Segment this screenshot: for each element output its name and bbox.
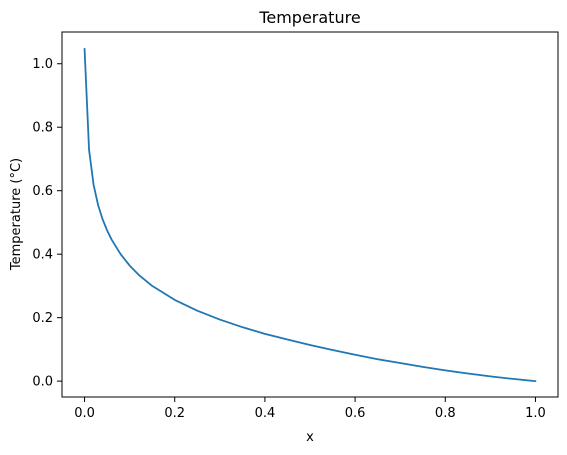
x-tick-label: 0.8 — [435, 406, 456, 421]
x-tick-label: 0.2 — [164, 406, 185, 421]
plot-area — [83, 47, 537, 383]
x-axis-ticks: 0.0 0.2 0.4 0.6 0.8 1.0 — [74, 397, 546, 421]
y-tick-label: 0.2 — [32, 311, 53, 326]
axes-frame — [61, 31, 559, 398]
y-axis-ticks: 0.0 0.2 0.4 0.6 0.8 1.0 — [32, 57, 62, 390]
x-tick-label: 0.6 — [345, 406, 366, 421]
x-tick-label: 1.0 — [525, 406, 546, 421]
y-tick-label: 0.8 — [32, 121, 53, 136]
x-axis-label: x — [306, 430, 314, 445]
series-line-0 — [83, 47, 537, 383]
y-axis-label: Temperature (°C) — [9, 158, 24, 271]
y-tick-label: 0.4 — [32, 248, 53, 263]
y-tick-label: 0.0 — [32, 375, 53, 390]
x-tick-label: 0.0 — [74, 406, 95, 421]
y-tick-label: 0.6 — [32, 184, 53, 199]
x-tick-label: 0.4 — [255, 406, 276, 421]
y-tick-label: 1.0 — [32, 57, 53, 72]
chart-title: Temperature — [258, 8, 360, 27]
